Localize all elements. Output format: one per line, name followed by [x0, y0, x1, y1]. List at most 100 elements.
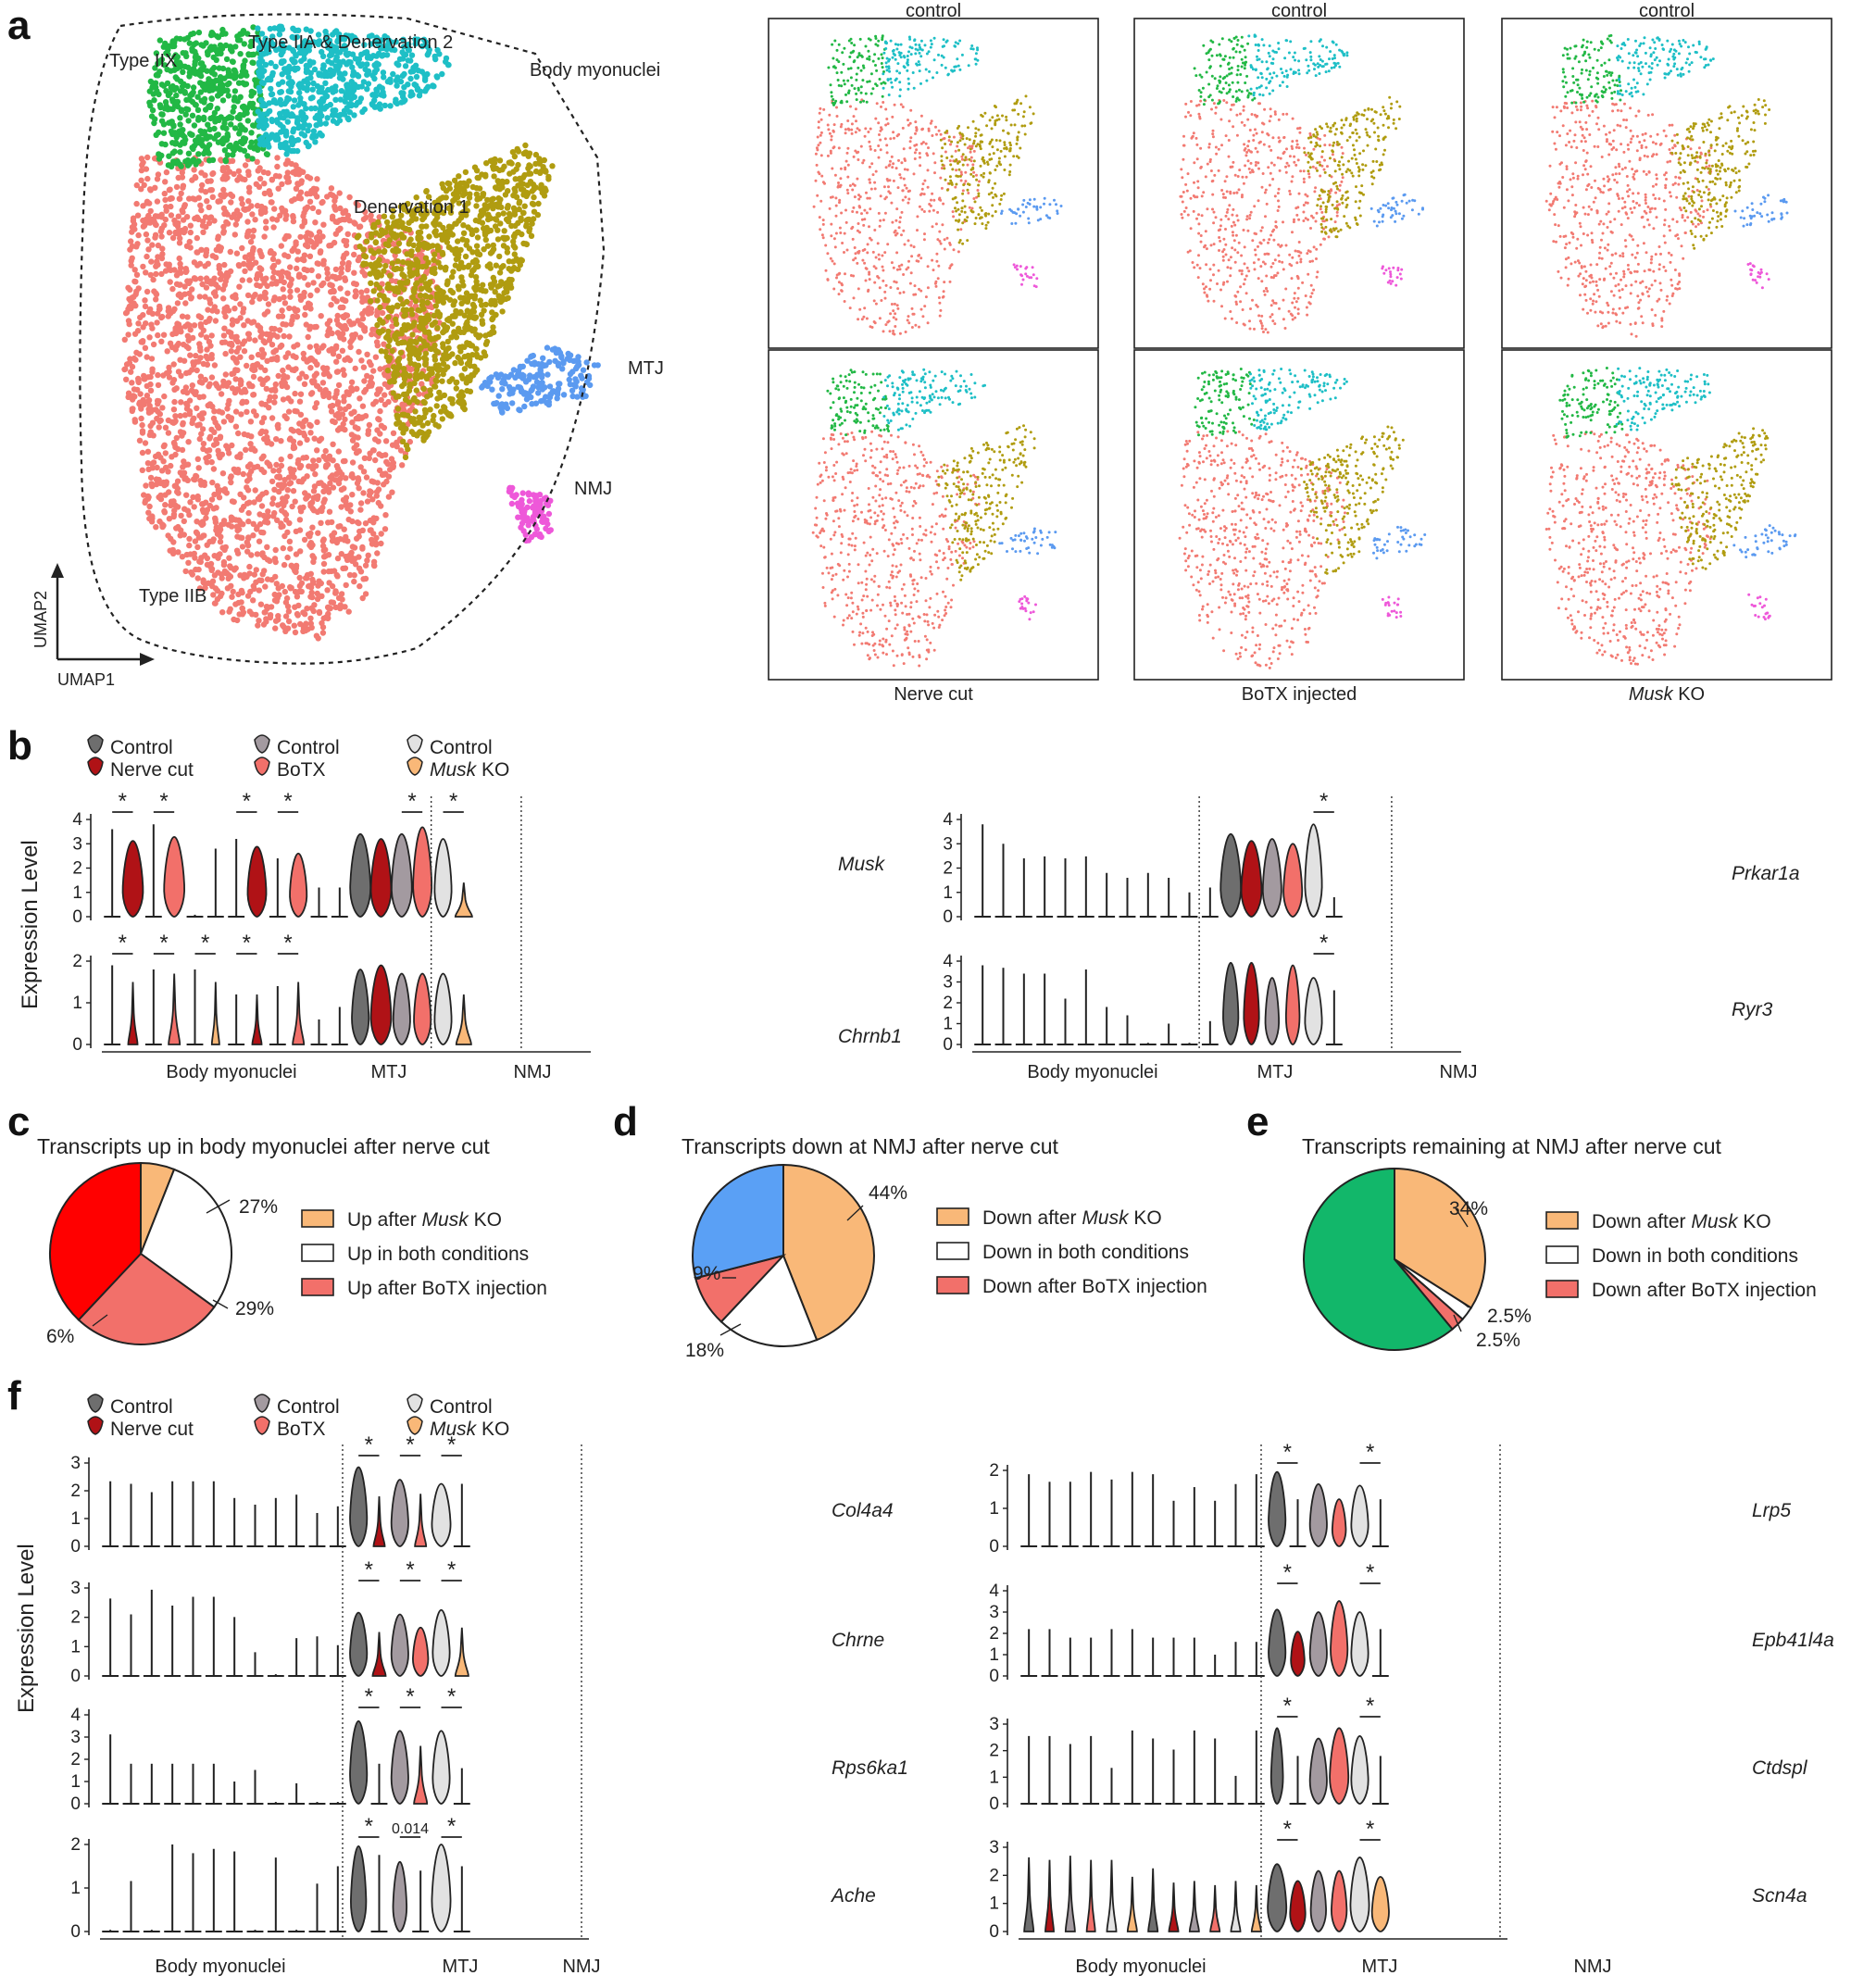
umap-main-cluster-5	[506, 484, 554, 544]
f-left-1-sig-star-0: *	[365, 1557, 373, 1582]
f-group-label-0-1: MTJ	[443, 1957, 479, 1977]
f-left-1-violin-14	[390, 1613, 409, 1677]
f-left-axis-0-ticklabel-1: 1	[70, 1509, 81, 1529]
b-legend-swatch-1-1	[254, 756, 270, 776]
panel-letter-b: b	[7, 723, 32, 769]
b-legend-label-1-0: Control	[277, 737, 340, 758]
f-right-1-violin-14	[1308, 1611, 1328, 1677]
pie-pct-leader-5	[719, 1323, 742, 1336]
f-right-axis-0-ticklabel-2: 2	[989, 1461, 999, 1481]
pie-charts: Up after Musk KO Up in both conditions Up …	[46, 1161, 1817, 1361]
small-umap-frame-0-0	[768, 18, 1099, 349]
b-gene-label-2: Prkar1a	[1732, 863, 1800, 884]
b-group-label-0-2: NMJ	[513, 1062, 551, 1082]
small-umap-2-0-cluster-1	[1561, 33, 1622, 105]
f-right-3-violin-4	[1106, 1859, 1118, 1932]
small-umap-1-1-cluster-1	[1194, 368, 1256, 437]
b-prkar-violin-15	[1282, 843, 1304, 918]
f-right-3-violin-8	[1188, 1881, 1200, 1932]
b-chrnb1-axis-ticklabel-1: 1	[72, 994, 82, 1013]
f-right-axis-3-ticklabel-2: 2	[989, 1866, 999, 1885]
small-umap-1-1-cluster-4	[1372, 525, 1427, 560]
b-legend-swatch-1-0	[254, 734, 270, 754]
b-chrnb1-axis-ticklabel-2: 2	[72, 952, 82, 971]
f-left-3-sig-star-1: 0.014	[392, 1821, 429, 1837]
pie-d-legend-label-2: Down after BoTX injection	[982, 1276, 1207, 1297]
pie-d-slice-3	[692, 1163, 784, 1280]
pie-c-legend-swatch-2	[301, 1278, 334, 1296]
b-musk-violin-13	[369, 838, 393, 918]
b-group-label-1-2: NMJ	[1439, 1062, 1477, 1082]
pie-d-slice-0	[782, 1163, 875, 1342]
f-legend-label-2-0: Control	[430, 1396, 493, 1418]
panel-letter-d: d	[613, 1099, 638, 1144]
b-prkar-axis-ticklabel-1: 1	[943, 883, 953, 903]
b-group-label-1-0: Body myonuclei	[1027, 1062, 1157, 1082]
pie-pct-label-1: 29%	[235, 1298, 274, 1319]
small-umap-0-1-cluster-4	[998, 527, 1057, 556]
f-left-axis-2-ticklabel-2: 2	[70, 1750, 81, 1769]
b-musk-sig-star-0: *	[119, 789, 127, 814]
f-gene-right-2: Ctdspl	[1752, 1757, 1808, 1779]
f-left-axis-1-ticklabel-2: 2	[70, 1608, 81, 1628]
small-umap-0-1-cluster-0	[811, 430, 981, 668]
umap-axes	[51, 563, 155, 666]
b-chrnb1-violin-1	[127, 981, 139, 1045]
pie-pct-label-8: 2.5%	[1476, 1330, 1520, 1351]
b-chrnb1-violin-7	[251, 994, 263, 1045]
b-chrnb1-sig-star-1: *	[159, 931, 168, 956]
f-right-3-violin-0	[1023, 1857, 1035, 1932]
f-right-axis-0-ticklabel-1: 1	[989, 1499, 999, 1519]
b-ryr3-axis-ticklabel-3: 3	[943, 973, 953, 993]
f-left-axis-2-ticklabel-1: 1	[70, 1772, 81, 1792]
b-legend-swatch-0-1	[87, 756, 104, 776]
b-chrnb1-violin-14	[392, 972, 411, 1045]
small-umap-frame-2-1	[1501, 349, 1832, 681]
b-musk-sig-star-2: *	[243, 789, 251, 814]
f-right-3-sig-star-1: *	[1366, 1817, 1374, 1842]
f-right-3-violin-12	[1267, 1863, 1288, 1932]
pie-pct-label-4: 9%	[693, 1263, 720, 1284]
f-left-axis-3-ticklabel-1: 1	[70, 1879, 81, 1898]
f-left-1-violin-16	[431, 1608, 451, 1677]
f-left-1-sig-star-2: *	[447, 1557, 456, 1582]
small-umap-2-0-cluster-5	[1746, 262, 1770, 290]
f-right-3-violin-16	[1349, 1857, 1370, 1932]
pie-pct-label-0: 27%	[239, 1196, 278, 1218]
small-umap-0-0-cluster-1	[827, 34, 887, 106]
b-prkar-axis-ticklabel-4: 4	[943, 810, 953, 830]
umap-main-cluster-1	[146, 24, 271, 169]
small-umap-0-1-cluster-5	[1018, 594, 1037, 621]
pie-pct-label-5: 18%	[685, 1340, 724, 1361]
label-nmj: NMJ	[574, 479, 612, 499]
panel-letter-c: c	[7, 1099, 30, 1144]
pie-pct-leader-1	[212, 1299, 229, 1309]
f-right-0-sig-star-1: *	[1366, 1440, 1374, 1465]
f-right-3-violin-9	[1209, 1884, 1221, 1932]
pie-pct-label-2: 6%	[46, 1326, 74, 1347]
b-musk-axis-ticklabel-0: 0	[72, 907, 82, 927]
b-legend-swatch-2-1	[406, 756, 423, 776]
b-musk-violin-16	[433, 838, 453, 918]
f-right-axis-3-ticklabel-1: 1	[989, 1894, 999, 1914]
pie-e-legend-label-2: Down after BoTX injection	[1592, 1280, 1817, 1301]
f-left-1-violin-12	[349, 1611, 369, 1677]
b-musk-axis-ticklabel-1: 1	[72, 883, 82, 903]
f-left-1-violin-15	[412, 1626, 430, 1677]
b-ryr3-violin-12	[1222, 961, 1240, 1045]
f-gene-left-1: Chrne	[832, 1630, 884, 1651]
f-left-axis-2-ticklabel-4: 4	[70, 1706, 81, 1725]
f-left-3-sig-star-2: *	[447, 1814, 456, 1839]
small-title-2: control	[1271, 1, 1327, 21]
small-umap-0-0-cluster-4	[1000, 196, 1063, 225]
small-umap-2-1-cluster-3	[1670, 427, 1770, 570]
f-left-0-sig-star-0: *	[365, 1432, 373, 1457]
b-chrnb1-sig-star-4: *	[283, 931, 292, 956]
f-left-0-violin-13	[372, 1495, 386, 1547]
small-umap-0-0-cluster-3	[939, 94, 1035, 245]
small-umap-2-1-cluster-1	[1558, 367, 1624, 439]
b-ryr3-violin-16	[1304, 977, 1323, 1045]
f-right-axis-0-ticklabel-0: 0	[989, 1537, 999, 1557]
b-ryr3-violin-13	[1243, 961, 1260, 1045]
